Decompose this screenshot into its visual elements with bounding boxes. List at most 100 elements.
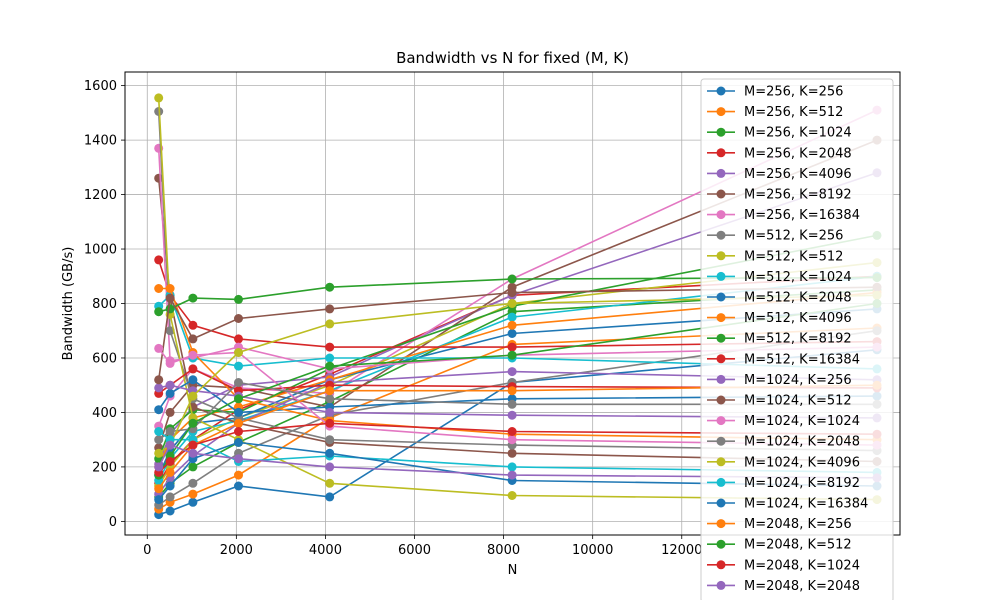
data-point: [154, 375, 164, 385]
legend-swatch-marker: [716, 168, 726, 178]
data-point: [165, 506, 175, 516]
legend-label: M=256, K=4096: [744, 167, 852, 182]
legend-swatch-marker: [716, 148, 726, 158]
data-point: [507, 470, 517, 480]
data-point: [325, 462, 335, 472]
data-point: [188, 478, 198, 488]
data-point: [234, 454, 243, 464]
data-point: [154, 495, 164, 505]
legend-label: M=256, K=16384: [744, 208, 860, 223]
legend-entry: M=2048, K=512: [707, 538, 852, 553]
legend-label: M=1024, K=8192: [744, 476, 860, 491]
data-point: [234, 427, 243, 436]
y-tick-label: 1400: [84, 134, 117, 149]
legend-swatch-marker: [716, 292, 726, 302]
data-point: [325, 492, 335, 502]
data-point: [325, 361, 335, 371]
data-point: [507, 462, 517, 472]
legend-swatch-marker: [716, 436, 726, 446]
legend-swatch-marker: [716, 333, 726, 343]
data-point: [234, 348, 243, 357]
data-point: [234, 470, 243, 480]
data-point: [154, 284, 164, 293]
data-point: [188, 293, 198, 303]
legend-swatch-marker: [716, 580, 726, 590]
data-point: [507, 274, 517, 284]
data-point: [507, 386, 517, 396]
data-point: [234, 418, 243, 428]
data-point: [165, 440, 175, 450]
data-point: [154, 255, 164, 265]
legend-entry: M=512, K=256: [707, 229, 843, 244]
data-point: [507, 367, 517, 377]
legend-swatch-marker: [716, 477, 726, 487]
data-point: [325, 407, 335, 417]
legend-swatch-marker: [716, 107, 726, 117]
data-point: [507, 435, 517, 445]
data-point: [325, 386, 335, 396]
x-tick-label: 6000: [398, 543, 431, 558]
legend-swatch-marker: [716, 374, 726, 384]
data-point: [188, 350, 198, 360]
data-point: [325, 282, 335, 292]
legend-label: M=1024, K=512: [744, 394, 852, 409]
legend-swatch-marker: [716, 189, 726, 199]
legend-label: M=512, K=16384: [744, 352, 860, 367]
data-point: [325, 418, 335, 428]
data-point: [507, 320, 517, 330]
data-point: [165, 380, 175, 390]
data-point: [234, 394, 243, 404]
y-tick-label: 1600: [84, 79, 117, 94]
data-point: [325, 478, 335, 488]
x-tick-label: 2000: [220, 543, 253, 558]
legend-label: M=256, K=1024: [744, 126, 852, 141]
legend-label: M=512, K=256: [744, 229, 843, 244]
legend-label: M=256, K=512: [744, 105, 843, 120]
legend-entry: M=512, K=2048: [707, 291, 852, 306]
y-tick-label: 1000: [84, 243, 117, 258]
legend: M=256, K=256 M=256, K=512 M=256, K=1024 M=2…: [700, 78, 894, 600]
data-point: [325, 319, 335, 329]
data-point: [507, 448, 517, 458]
legend-label: M=1024, K=16384: [744, 497, 868, 512]
chart-title: Bandwidth vs N for fixed (M, K): [396, 49, 629, 67]
data-point: [234, 407, 243, 417]
data-point: [325, 342, 335, 352]
legend-swatch-marker: [716, 127, 726, 137]
legend-entry: M=256, K=8192: [707, 188, 852, 203]
x-tick-label: 0: [143, 543, 151, 558]
legend-entry: M=1024, K=256: [707, 373, 852, 388]
data-point: [165, 457, 175, 466]
x-tick-label: 4000: [309, 543, 342, 558]
y-tick-label: 600: [92, 351, 117, 366]
legend-label: M=1024, K=2048: [744, 435, 860, 450]
x-axis-title: N: [508, 563, 518, 578]
data-point: [325, 394, 335, 404]
legend-swatch-marker: [716, 86, 726, 96]
data-point: [154, 435, 164, 445]
data-point: [507, 299, 517, 308]
data-point: [165, 481, 175, 491]
legend-entry: M=1024, K=4096: [707, 455, 860, 470]
data-point: [165, 293, 175, 303]
legend-entry: M=256, K=1024: [707, 126, 852, 141]
data-point: [507, 399, 517, 409]
x-tick-label: 10000: [572, 543, 613, 558]
data-point: [165, 388, 175, 398]
legend-entry: M=2048, K=2048: [707, 579, 860, 594]
legend-label: M=256, K=2048: [744, 146, 852, 161]
data-point: [165, 467, 175, 477]
legend-label: M=512, K=2048: [744, 291, 852, 306]
data-point: [234, 378, 243, 387]
legend-label: M=512, K=512: [744, 249, 843, 264]
legend-box: [700, 78, 894, 600]
legend-entry: M=2048, K=1024: [707, 558, 860, 573]
data-point: [165, 304, 175, 314]
series-30: [154, 437, 882, 505]
legend-swatch-marker: [716, 498, 726, 508]
data-point: [154, 343, 164, 353]
data-point: [154, 307, 164, 317]
y-tick-label: 1200: [84, 188, 117, 203]
legend-label: M=2048, K=2048: [744, 579, 860, 594]
